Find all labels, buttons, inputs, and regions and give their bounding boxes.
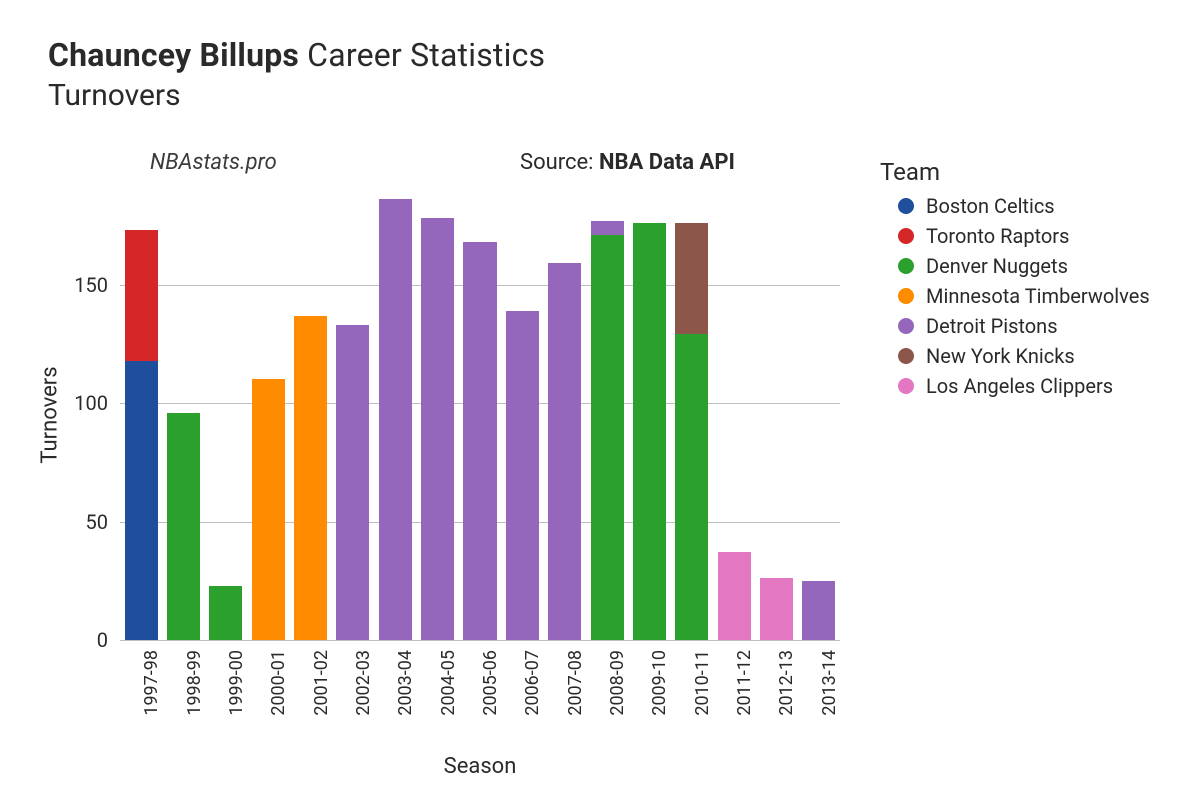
bar-segment bbox=[167, 413, 200, 640]
bar-segment bbox=[675, 223, 708, 334]
legend-item: Los Angeles Clippers bbox=[898, 374, 1150, 398]
bar bbox=[167, 190, 200, 640]
legend-swatch bbox=[898, 198, 914, 214]
bar-segment bbox=[675, 334, 708, 640]
legend-label: Los Angeles Clippers bbox=[926, 374, 1113, 398]
bar-segment bbox=[506, 311, 539, 640]
bar-segment bbox=[252, 379, 285, 640]
bar-segment bbox=[548, 263, 581, 640]
bar-segment bbox=[379, 199, 412, 640]
bar bbox=[548, 190, 581, 640]
legend-swatch bbox=[898, 258, 914, 274]
bar bbox=[718, 190, 751, 640]
source-attribution: Source: NBA Data API bbox=[520, 150, 735, 175]
legend-title: Team bbox=[880, 158, 1150, 186]
bar bbox=[379, 190, 412, 640]
source-name: NBA Data API bbox=[599, 150, 735, 175]
bar-segment bbox=[294, 316, 327, 640]
legend-item: Detroit Pistons bbox=[898, 314, 1150, 338]
bar bbox=[760, 190, 793, 640]
gridline bbox=[120, 640, 840, 641]
y-tick-label: 150 bbox=[74, 273, 108, 297]
bar bbox=[125, 190, 158, 640]
legend: Team Boston Celtics Toronto Raptors Denver… bbox=[880, 158, 1150, 404]
x-tick-label: 2008-09 bbox=[607, 650, 628, 716]
bar bbox=[591, 190, 624, 640]
legend-swatch bbox=[898, 378, 914, 394]
legend-swatch bbox=[898, 348, 914, 364]
legend-label: Boston Celtics bbox=[926, 194, 1055, 218]
legend-label: New York Knicks bbox=[926, 344, 1075, 368]
bar bbox=[802, 190, 835, 640]
legend-swatch bbox=[898, 288, 914, 304]
bar-segment bbox=[463, 242, 496, 640]
bar bbox=[421, 190, 454, 640]
y-tick-label: 100 bbox=[74, 391, 108, 415]
bar-segment bbox=[591, 221, 624, 235]
legend-item: Denver Nuggets bbox=[898, 254, 1150, 278]
legend-swatch bbox=[898, 228, 914, 244]
x-tick-label: 1999-00 bbox=[226, 650, 247, 716]
bar bbox=[209, 190, 242, 640]
x-tick-label: 2006-07 bbox=[522, 650, 543, 716]
x-tick-label: 1997-98 bbox=[141, 650, 162, 716]
chart-subtitle: Turnovers bbox=[48, 78, 181, 113]
legend-item: Toronto Raptors bbox=[898, 224, 1150, 248]
legend-label: Detroit Pistons bbox=[926, 314, 1058, 338]
legend-swatch bbox=[898, 318, 914, 334]
plot-area: 0501001501997-981998-991999-002000-01200… bbox=[120, 190, 840, 640]
bar bbox=[463, 190, 496, 640]
bar bbox=[294, 190, 327, 640]
bar-segment bbox=[421, 218, 454, 640]
x-tick-label: 2013-14 bbox=[819, 650, 840, 716]
x-tick-label: 2000-01 bbox=[268, 650, 289, 716]
bar-segment bbox=[633, 223, 666, 640]
legend-item: New York Knicks bbox=[898, 344, 1150, 368]
legend-item: Minnesota Timberwolves bbox=[898, 284, 1150, 308]
x-tick-label: 2007-08 bbox=[565, 650, 586, 716]
bar-segment bbox=[209, 586, 242, 640]
bar bbox=[506, 190, 539, 640]
source-prefix: Source: bbox=[520, 150, 599, 175]
bar bbox=[675, 190, 708, 640]
watermark-site: NBAstats.pro bbox=[150, 150, 277, 175]
bar-segment bbox=[802, 581, 835, 640]
bar-segment bbox=[718, 552, 751, 640]
bar-segment bbox=[336, 325, 369, 640]
bar-segment bbox=[125, 230, 158, 360]
x-tick-label: 2009-10 bbox=[649, 650, 670, 716]
legend-item: Boston Celtics bbox=[898, 194, 1150, 218]
bar bbox=[336, 190, 369, 640]
chart-container: Chauncey Billups Career Statistics Turno… bbox=[0, 0, 1200, 800]
x-tick-label: 2005-06 bbox=[480, 650, 501, 716]
bar bbox=[633, 190, 666, 640]
legend-label: Denver Nuggets bbox=[926, 254, 1068, 278]
bar-segment bbox=[760, 578, 793, 640]
x-tick-label: 2010-11 bbox=[692, 650, 713, 716]
y-tick-label: 0 bbox=[97, 628, 108, 652]
bar-segment bbox=[591, 235, 624, 640]
y-axis-label: Turnovers bbox=[38, 366, 63, 463]
x-tick-label: 2004-05 bbox=[438, 650, 459, 716]
bar-segment bbox=[125, 361, 158, 640]
legend-label: Toronto Raptors bbox=[926, 224, 1069, 248]
x-tick-label: 2011-12 bbox=[734, 650, 755, 716]
bar bbox=[252, 190, 285, 640]
x-tick-label: 2003-04 bbox=[395, 650, 416, 716]
x-tick-label: 1998-99 bbox=[184, 650, 205, 716]
y-tick-label: 50 bbox=[86, 510, 108, 534]
x-axis-label: Season bbox=[444, 754, 517, 779]
x-tick-label: 2001-02 bbox=[311, 650, 332, 716]
chart-title-rest: Career Statistics bbox=[299, 36, 545, 74]
legend-label: Minnesota Timberwolves bbox=[926, 284, 1150, 308]
x-tick-label: 2012-13 bbox=[776, 650, 797, 716]
chart-title: Chauncey Billups Career Statistics bbox=[48, 36, 545, 74]
chart-title-bold: Chauncey Billups bbox=[48, 36, 299, 74]
x-tick-label: 2002-03 bbox=[353, 650, 374, 716]
